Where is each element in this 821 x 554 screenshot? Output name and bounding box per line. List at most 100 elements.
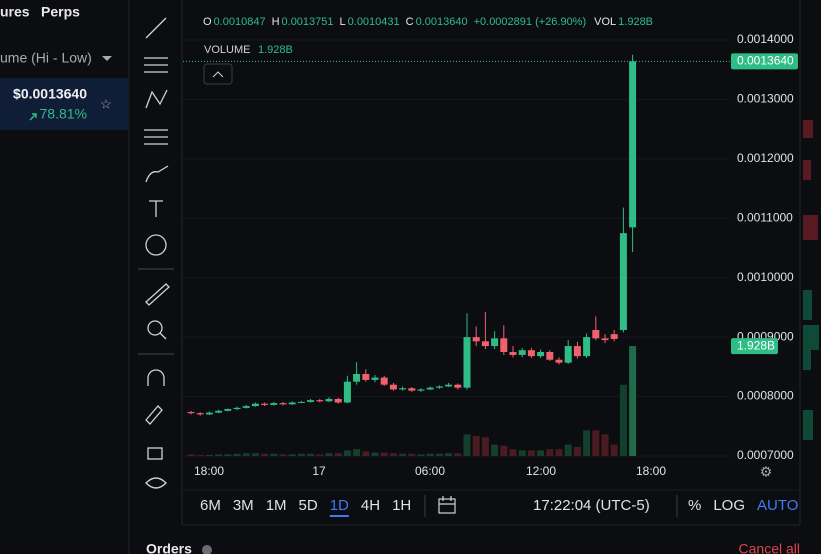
volume-bar — [555, 449, 563, 456]
zoom-tool[interactable] — [147, 320, 163, 336]
candle-body — [325, 398, 333, 402]
volume-tag-label: 1.928B — [737, 338, 775, 352]
legend-value: 1.928B — [618, 16, 653, 28]
candle-body — [472, 337, 480, 342]
candle-body — [380, 377, 388, 385]
volume-bar — [408, 453, 416, 456]
candle-body — [573, 346, 581, 357]
volume-bar — [546, 449, 554, 456]
emoji-tool[interactable] — [145, 234, 167, 256]
ticker-price: $0.0013640 — [13, 86, 87, 102]
volume-bar — [371, 452, 379, 456]
volume-bar — [343, 450, 351, 456]
nav-tab[interactable]: Perps — [41, 4, 80, 20]
timeframe-button[interactable]: 3M — [233, 497, 254, 514]
candle-body — [316, 400, 324, 402]
candle-body — [270, 403, 278, 405]
volume-bar — [537, 450, 545, 456]
candle-body — [583, 337, 591, 357]
cancel-all[interactable]: Cancel all — [739, 541, 800, 554]
volume-bar — [454, 453, 462, 456]
volume-bar — [463, 434, 471, 456]
x-tick-label: 12:00 — [526, 464, 556, 478]
candle-body — [362, 373, 370, 380]
timeframe-button[interactable]: 1M — [266, 497, 287, 514]
projection-tool[interactable] — [144, 129, 168, 145]
candle-body — [187, 412, 195, 414]
calendar-icon[interactable] — [438, 496, 456, 514]
legend-key: H — [272, 16, 280, 28]
settings-icon[interactable]: ⚙ — [760, 464, 773, 480]
x-tick-label: 17 — [312, 464, 326, 478]
volume-bar — [325, 453, 333, 456]
candle-body — [408, 388, 416, 391]
volume-bar — [500, 445, 508, 456]
timeframe-button[interactable]: 6M — [200, 497, 221, 514]
candle-body — [353, 373, 361, 382]
timeframe-button[interactable]: 1H — [392, 497, 411, 514]
depth-bars — [803, 120, 819, 440]
candle-body — [279, 403, 287, 405]
volume-bar — [472, 436, 480, 456]
x-tick-label: 18:00 — [636, 464, 666, 478]
y-tick-label: 0.0011000 — [737, 210, 793, 224]
volume-bar — [445, 453, 453, 456]
legend-value: 0.0013751 — [282, 16, 334, 28]
volume-bar — [380, 452, 388, 456]
trend-tool[interactable] — [145, 17, 167, 39]
candle-body — [242, 406, 250, 408]
orders-title: Orders — [146, 541, 192, 554]
candle-body — [629, 61, 637, 228]
volume-bar — [270, 453, 278, 456]
volume-value: 1.928B — [258, 44, 293, 56]
volume-bar — [426, 453, 434, 456]
legend-key: L — [340, 16, 346, 28]
volume-tag — [731, 338, 778, 355]
candle-body — [435, 386, 443, 388]
legend-value: 0.0010431 — [348, 16, 400, 28]
candle-body — [334, 398, 342, 403]
volume-bar — [481, 437, 489, 456]
scale-option[interactable]: % — [688, 497, 701, 514]
drawing-toolbar — [138, 17, 174, 489]
pattern-tool[interactable] — [145, 89, 168, 109]
candle-body — [426, 387, 434, 390]
volume-bar — [592, 430, 600, 456]
selected-row[interactable] — [0, 78, 128, 130]
candle-body — [454, 384, 462, 388]
volume-bar — [527, 450, 535, 456]
text-tool[interactable] — [149, 200, 163, 217]
candle-body — [509, 352, 517, 355]
volume-bar — [233, 453, 241, 456]
candle-body — [463, 337, 471, 388]
legend-key: C — [406, 16, 414, 28]
scale-option[interactable]: LOG — [713, 497, 745, 514]
candle-body — [261, 403, 269, 405]
candle-body — [518, 350, 526, 355]
timeframe-button[interactable]: 1D — [330, 497, 349, 514]
volume-bar — [279, 454, 287, 456]
star-icon[interactable]: ☆ — [100, 96, 112, 111]
candle-body — [537, 352, 545, 357]
timeframe-button[interactable]: 5D — [299, 497, 318, 514]
lock-tool[interactable] — [147, 447, 163, 460]
scale-option[interactable]: AUTO — [757, 497, 798, 514]
volume-bar — [297, 453, 305, 456]
timeframe-button[interactable]: 4H — [361, 497, 380, 514]
volume-bar — [509, 449, 517, 456]
y-tick-label: 0.0007000 — [737, 448, 794, 462]
brush-tool[interactable] — [145, 165, 169, 183]
ruler-tool[interactable] — [145, 283, 170, 306]
visibility-tool[interactable] — [145, 477, 167, 489]
y-tick-label: 0.0008000 — [737, 389, 794, 403]
volume-bar — [619, 384, 627, 456]
nav-tab[interactable]: ures — [0, 4, 30, 20]
y-tick-label: 0.0014000 — [737, 32, 794, 46]
sort-select[interactable]: ume (Hi - Low) — [0, 50, 92, 66]
lock-drawing-tool[interactable] — [145, 405, 163, 425]
magnet-tool[interactable] — [147, 369, 165, 386]
collapse-button[interactable] — [203, 63, 233, 85]
fib-tool[interactable] — [144, 57, 168, 73]
last-price-label: 0.0013640 — [737, 54, 794, 68]
